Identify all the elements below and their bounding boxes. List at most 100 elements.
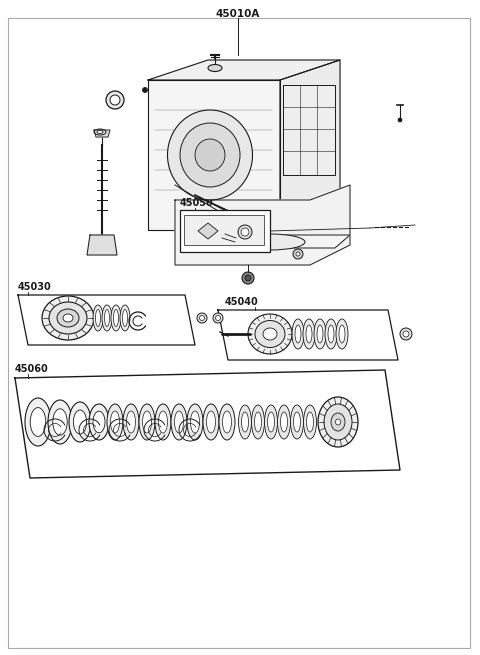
Circle shape xyxy=(398,118,402,122)
Ellipse shape xyxy=(223,411,231,433)
Text: 45040: 45040 xyxy=(225,297,259,307)
Ellipse shape xyxy=(73,410,86,434)
Ellipse shape xyxy=(307,412,313,432)
Polygon shape xyxy=(18,295,195,345)
Ellipse shape xyxy=(239,405,252,439)
Ellipse shape xyxy=(102,305,112,331)
Ellipse shape xyxy=(324,404,352,440)
Ellipse shape xyxy=(235,234,305,250)
Ellipse shape xyxy=(57,309,79,327)
Ellipse shape xyxy=(219,404,235,440)
Ellipse shape xyxy=(106,91,124,109)
Ellipse shape xyxy=(241,412,249,432)
Ellipse shape xyxy=(336,319,348,349)
Polygon shape xyxy=(148,80,280,230)
Ellipse shape xyxy=(143,411,152,433)
Polygon shape xyxy=(15,370,400,478)
Polygon shape xyxy=(185,235,350,248)
Ellipse shape xyxy=(403,331,409,337)
Polygon shape xyxy=(94,130,110,137)
Ellipse shape xyxy=(158,411,168,433)
Ellipse shape xyxy=(105,310,109,326)
Text: 45050: 45050 xyxy=(180,198,214,208)
Ellipse shape xyxy=(238,225,252,239)
Ellipse shape xyxy=(277,405,290,439)
Ellipse shape xyxy=(110,95,120,105)
Ellipse shape xyxy=(267,412,275,432)
Ellipse shape xyxy=(216,316,220,320)
Ellipse shape xyxy=(53,409,67,435)
Ellipse shape xyxy=(122,310,128,326)
Ellipse shape xyxy=(94,129,106,135)
Bar xyxy=(184,215,264,245)
Polygon shape xyxy=(280,60,340,220)
Ellipse shape xyxy=(314,319,326,349)
Ellipse shape xyxy=(208,64,222,71)
Circle shape xyxy=(245,275,251,281)
Ellipse shape xyxy=(197,313,207,323)
Ellipse shape xyxy=(206,411,216,433)
Ellipse shape xyxy=(25,398,51,446)
Ellipse shape xyxy=(69,402,91,442)
Polygon shape xyxy=(218,310,398,360)
Ellipse shape xyxy=(303,319,315,349)
Ellipse shape xyxy=(111,305,121,331)
Ellipse shape xyxy=(292,319,304,349)
Circle shape xyxy=(293,249,303,259)
Polygon shape xyxy=(87,235,117,255)
Ellipse shape xyxy=(110,411,120,433)
Ellipse shape xyxy=(241,228,249,236)
Ellipse shape xyxy=(325,319,337,349)
Ellipse shape xyxy=(317,325,323,343)
Polygon shape xyxy=(175,185,350,265)
Bar xyxy=(283,85,335,175)
Ellipse shape xyxy=(200,316,204,320)
Ellipse shape xyxy=(93,305,103,331)
Ellipse shape xyxy=(293,412,300,432)
Ellipse shape xyxy=(295,325,301,343)
Ellipse shape xyxy=(303,405,316,439)
Ellipse shape xyxy=(123,404,139,440)
Ellipse shape xyxy=(331,413,345,431)
Polygon shape xyxy=(148,60,340,80)
Ellipse shape xyxy=(263,328,277,340)
Text: 45010A: 45010A xyxy=(216,9,260,19)
Ellipse shape xyxy=(42,296,94,340)
Ellipse shape xyxy=(191,411,200,433)
Ellipse shape xyxy=(254,412,262,432)
Ellipse shape xyxy=(400,328,412,340)
Ellipse shape xyxy=(48,400,72,444)
Ellipse shape xyxy=(290,405,303,439)
Ellipse shape xyxy=(120,305,130,331)
Ellipse shape xyxy=(264,405,277,439)
Ellipse shape xyxy=(89,404,109,440)
Ellipse shape xyxy=(127,411,135,433)
Circle shape xyxy=(242,272,254,284)
Ellipse shape xyxy=(339,325,345,343)
Ellipse shape xyxy=(171,404,187,440)
Ellipse shape xyxy=(318,397,358,447)
Ellipse shape xyxy=(93,411,105,433)
Ellipse shape xyxy=(96,310,100,326)
Ellipse shape xyxy=(328,325,334,343)
Ellipse shape xyxy=(175,411,183,433)
Ellipse shape xyxy=(203,404,219,440)
Ellipse shape xyxy=(187,404,203,440)
Ellipse shape xyxy=(195,139,225,171)
Ellipse shape xyxy=(30,407,46,436)
Circle shape xyxy=(296,252,300,256)
Ellipse shape xyxy=(168,110,252,200)
Ellipse shape xyxy=(180,123,240,187)
Ellipse shape xyxy=(252,405,264,439)
Ellipse shape xyxy=(113,310,119,326)
Ellipse shape xyxy=(139,404,155,440)
Circle shape xyxy=(143,88,147,92)
Ellipse shape xyxy=(107,404,123,440)
Ellipse shape xyxy=(248,314,292,354)
Text: 45060: 45060 xyxy=(15,364,49,374)
Ellipse shape xyxy=(49,302,87,334)
Ellipse shape xyxy=(155,404,171,440)
Polygon shape xyxy=(198,223,218,239)
Ellipse shape xyxy=(213,313,223,323)
Ellipse shape xyxy=(63,314,73,322)
